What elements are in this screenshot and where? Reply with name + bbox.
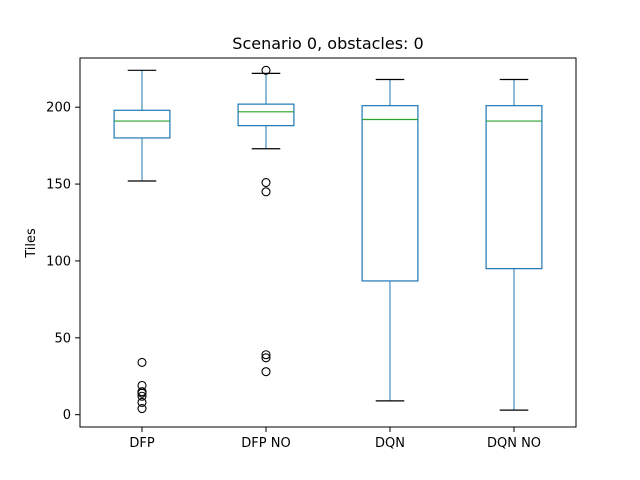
iqr-box — [113, 109, 171, 139]
outlier-point — [261, 177, 271, 188]
y-tick-label: 200 — [46, 101, 71, 116]
iqr-box — [237, 103, 295, 127]
plot-area: 0 50 100 150 200 DFP DFP NO DQN DQN NO — [46, 65, 543, 451]
chart-title: Scenario 0, obstacles: 0 — [232, 34, 423, 53]
y-tick-label: 100 — [46, 254, 71, 269]
y-axis-label: Tiles — [24, 228, 39, 259]
outlier-point — [137, 388, 147, 398]
y-tick-label: 150 — [46, 178, 71, 193]
outlier-point — [261, 65, 271, 75]
x-tick-label: DQN — [375, 436, 405, 451]
outlier-point — [137, 391, 147, 401]
y-tick-label: 50 — [54, 331, 71, 346]
outlier-point — [137, 397, 147, 407]
outlier-point — [261, 187, 271, 197]
x-tick-label: DFP — [129, 436, 154, 451]
x-tick-label: DFP NO — [241, 436, 290, 451]
iqr-box — [361, 105, 419, 282]
outlier-point — [261, 353, 271, 363]
x-tick-label: DQN NO — [487, 436, 541, 451]
outlier-point — [261, 350, 271, 360]
outlier-point — [137, 403, 147, 414]
axes-frame — [79, 57, 577, 428]
y-tick-label: 0 — [63, 408, 71, 423]
outlier-point — [261, 367, 271, 377]
iqr-box — [485, 105, 543, 270]
outlier-point — [137, 357, 147, 367]
